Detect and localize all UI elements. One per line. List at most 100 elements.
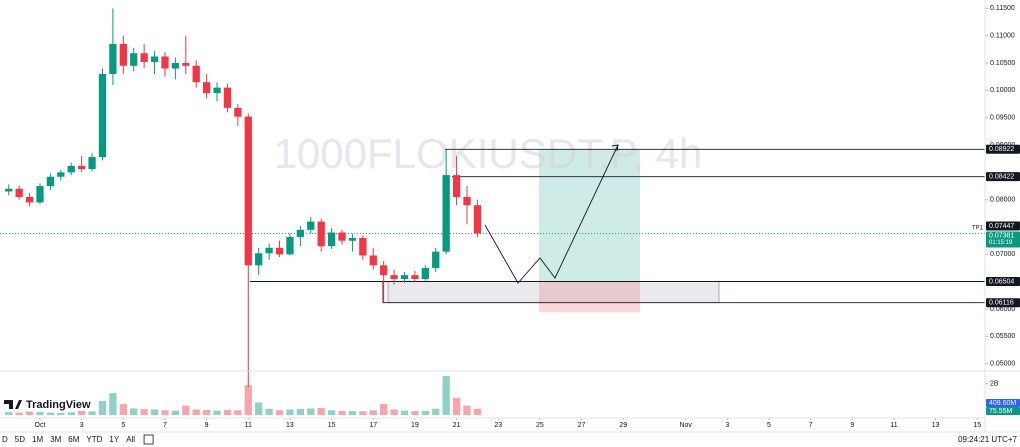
- candle-body: [390, 275, 398, 279]
- volume-bar: [317, 407, 325, 415]
- countdown: 01:15:19: [989, 240, 1013, 246]
- candle-body: [400, 275, 409, 279]
- volume-bar: [411, 411, 419, 415]
- volume-bar: [265, 408, 273, 415]
- volume-bar: [57, 412, 65, 415]
- clock: 09:24:21 UTC+7: [958, 435, 1017, 444]
- candle-body: [296, 229, 304, 237]
- candle-body: [36, 186, 44, 203]
- candle-body: [182, 63, 190, 66]
- range-button[interactable]: 3M: [50, 435, 61, 444]
- volume-bar: [369, 410, 377, 415]
- candle-body: [307, 221, 315, 230]
- volume-bar: [327, 410, 336, 415]
- tp-name: TP1: [972, 226, 984, 232]
- x-tick-label: 3: [725, 422, 729, 429]
- candle-body: [359, 237, 367, 256]
- target-zone: [539, 149, 640, 282]
- candle-body: [255, 253, 263, 266]
- volume-bar: [202, 409, 211, 415]
- volume-bar: [452, 397, 461, 415]
- level-label: 0.06504: [989, 278, 1014, 285]
- volume-bar: [130, 408, 138, 415]
- candle-body: [161, 56, 169, 69]
- volume-label: 409.60M: [989, 400, 1016, 407]
- volume-bar: [213, 410, 221, 415]
- x-tick-label: Nov: [679, 422, 692, 429]
- range-zone: [387, 281, 720, 304]
- candle-body: [67, 165, 75, 173]
- volume-label-box: [986, 399, 1020, 407]
- candle-body: [57, 172, 65, 177]
- candle-body: [98, 73, 107, 158]
- y-tick-label: 0.08000: [990, 197, 1015, 204]
- x-tick-label: 7: [163, 422, 167, 429]
- x-tick-label: 21: [453, 422, 461, 429]
- current-price-box: [986, 231, 1020, 248]
- volume-bar: [463, 405, 471, 415]
- tp-label: 0.07447: [989, 223, 1014, 230]
- volume-bar: [15, 412, 23, 415]
- volume-bar: [78, 410, 86, 415]
- volume-bar: [109, 393, 117, 415]
- candle-body: [432, 251, 440, 269]
- x-tick-label: 19: [411, 422, 419, 429]
- candle-body: [130, 53, 138, 66]
- candle-body: [171, 63, 180, 69]
- candle-body: [15, 188, 23, 197]
- x-tick-label: 17: [369, 422, 377, 429]
- tp-label-box: [986, 221, 1020, 231]
- volume-bar: [150, 409, 159, 415]
- candle-body: [421, 268, 429, 279]
- volume-bar: [255, 402, 263, 415]
- level-label-box: [986, 144, 1020, 154]
- candle-body: [5, 188, 13, 192]
- y-tick-label: 0.10500: [990, 60, 1015, 67]
- logo-icon: [4, 400, 22, 409]
- candle-body: [150, 56, 159, 62]
- y-tick-label: 0.06000: [990, 306, 1015, 313]
- volume-bar: [192, 409, 200, 415]
- y-tick-label: 0.09500: [990, 115, 1015, 122]
- x-tick-label: 13: [286, 422, 294, 429]
- range-button[interactable]: YTD: [86, 435, 102, 444]
- candle-body: [473, 205, 482, 234]
- candle-body: [234, 107, 242, 117]
- volume-bar: [171, 410, 180, 415]
- y-tick-label: 0.11500: [990, 5, 1015, 12]
- x-tick-label: 27: [578, 422, 586, 429]
- candle-body: [78, 165, 86, 170]
- range-button[interactable]: 6M: [68, 435, 79, 444]
- volume-label-box: [986, 407, 1020, 415]
- candle-body: [25, 196, 34, 203]
- volume-bar: [421, 410, 429, 415]
- volume-bar: [140, 409, 148, 415]
- candle-body: [327, 232, 336, 247]
- y-tick-label: 0.05000: [990, 361, 1015, 368]
- volume-bar: [234, 410, 242, 415]
- projection-path: [484, 144, 619, 284]
- current-price-label: 0.07381: [989, 232, 1014, 239]
- range-button[interactable]: 5D: [15, 435, 25, 444]
- volume-bar: [286, 409, 294, 415]
- level-label-box: [986, 277, 1020, 287]
- date-range-icon[interactable]: [143, 434, 154, 445]
- range-button[interactable]: All: [126, 435, 135, 444]
- x-tick-label: 9: [205, 422, 209, 429]
- range-button[interactable]: D: [2, 435, 8, 444]
- candle-body: [317, 221, 325, 247]
- range-button[interactable]: 1Y: [109, 435, 119, 444]
- volume-bar: [400, 410, 409, 415]
- candle-body: [442, 175, 450, 252]
- volume-bar: [296, 409, 304, 415]
- volume-bar: [348, 411, 357, 415]
- volume-bar: [88, 411, 96, 415]
- level-label: 0.08422: [989, 173, 1014, 180]
- volume-bar: [307, 408, 315, 415]
- x-tick-label: 25: [536, 422, 544, 429]
- range-button[interactable]: 1M: [32, 435, 43, 444]
- level-label: 0.06116: [989, 300, 1014, 307]
- x-tick-label: 7: [809, 422, 813, 429]
- candle-body: [369, 255, 377, 266]
